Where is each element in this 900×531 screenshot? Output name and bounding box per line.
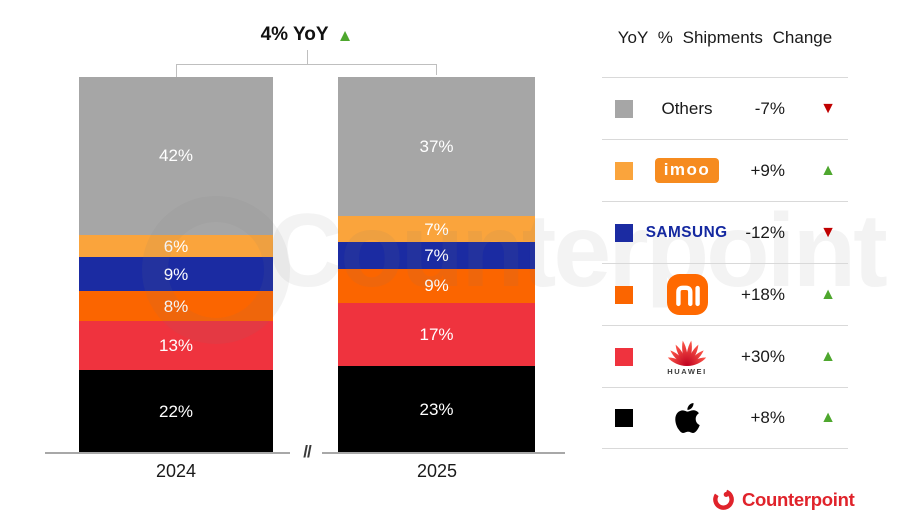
change-value: -12% (745, 222, 785, 242)
legend-row-others: Others -7% ▼ (602, 77, 848, 139)
huawei-logo (667, 340, 707, 366)
legend-row-samsung: SAMSUNG -12% ▼ (602, 201, 848, 263)
counterpoint-wordmark: Counterpoint (742, 488, 855, 510)
year-label-2025: 2025 (416, 461, 458, 481)
bar-segment-xiaomi: 8% (79, 291, 273, 322)
down-triangle-icon: ▼ (820, 223, 836, 241)
bar-segment-xiaomi: 9% (338, 268, 535, 303)
legend-header: YoY % Shipments Change (617, 28, 833, 47)
legend-row-apple: +8% ▲ (602, 387, 848, 449)
xiaomi-logo (666, 274, 708, 315)
legend-swatch-apple (615, 409, 633, 427)
bar-segment-imoo: 7% (338, 216, 535, 243)
stacked-bar-2024: 42% 6% 9% 8% 13% 22% (79, 77, 273, 453)
change-value: -7% (754, 98, 785, 118)
legend-swatch-others (615, 99, 633, 118)
down-triangle-icon: ▼ (820, 99, 836, 117)
total-yoy-title: 4% YoY ▲ (261, 24, 354, 46)
bar-segment-samsung: 9% (79, 257, 273, 292)
counterpoint-branding: Counterpoint (712, 488, 855, 511)
bracket-tick-left (176, 64, 177, 77)
bar-segment-others: 42% (79, 77, 273, 235)
legend-swatch-huawei (615, 347, 633, 366)
bracket-horizontal (176, 64, 437, 65)
huawei-wordmark: HUAWEI (667, 366, 707, 376)
stacked-bar-2025: 37% 7% 7% 9% 17% 23% (338, 77, 535, 453)
counterpoint-logo-icon (713, 489, 734, 510)
up-triangle-icon: ▲ (820, 347, 836, 365)
bar-segment-huawei: 17% (338, 302, 535, 367)
x-axis-left (45, 452, 290, 454)
bar-segment-huawei: 13% (79, 321, 273, 371)
up-triangle-icon: ▲ (820, 161, 836, 179)
samsung-logo: SAMSUNG (646, 223, 728, 241)
bar-segment-samsung: 7% (338, 242, 535, 269)
year-label-2024: 2024 (155, 461, 197, 481)
legend-row-imoo: imoo +9% ▲ (602, 139, 848, 201)
bar-segment-apple: 23% (338, 366, 535, 453)
bracket-tick-right (436, 64, 437, 75)
total-yoy-label: 4% YoY (260, 24, 329, 45)
change-value: +8% (750, 408, 786, 427)
up-triangle-icon: ▲ (820, 409, 836, 426)
bracket-stem (307, 50, 308, 64)
legend-swatch-imoo (615, 161, 633, 180)
imoo-logo: imoo (654, 158, 720, 183)
legend-swatch-xiaomi (615, 285, 633, 304)
bar-segment-others: 37% (338, 77, 535, 217)
legend-row-xiaomi: +18% ▲ (602, 263, 848, 325)
apple-logo (674, 403, 700, 433)
legend-row-huawei: HUAWEI +30% ▲ (602, 325, 848, 387)
others-label: Others (661, 98, 713, 118)
change-value: +30% (741, 346, 785, 366)
bar-segment-imoo: 6% (79, 234, 273, 258)
up-triangle-icon: ▲ (336, 25, 354, 45)
change-value: +18% (741, 284, 785, 304)
change-value: +9% (750, 160, 786, 180)
up-triangle-icon: ▲ (820, 285, 836, 303)
legend-swatch-samsung (615, 223, 633, 242)
bar-segment-apple: 22% (79, 370, 273, 453)
x-axis-right (322, 452, 565, 454)
axis-break-symbol: // (303, 442, 312, 461)
